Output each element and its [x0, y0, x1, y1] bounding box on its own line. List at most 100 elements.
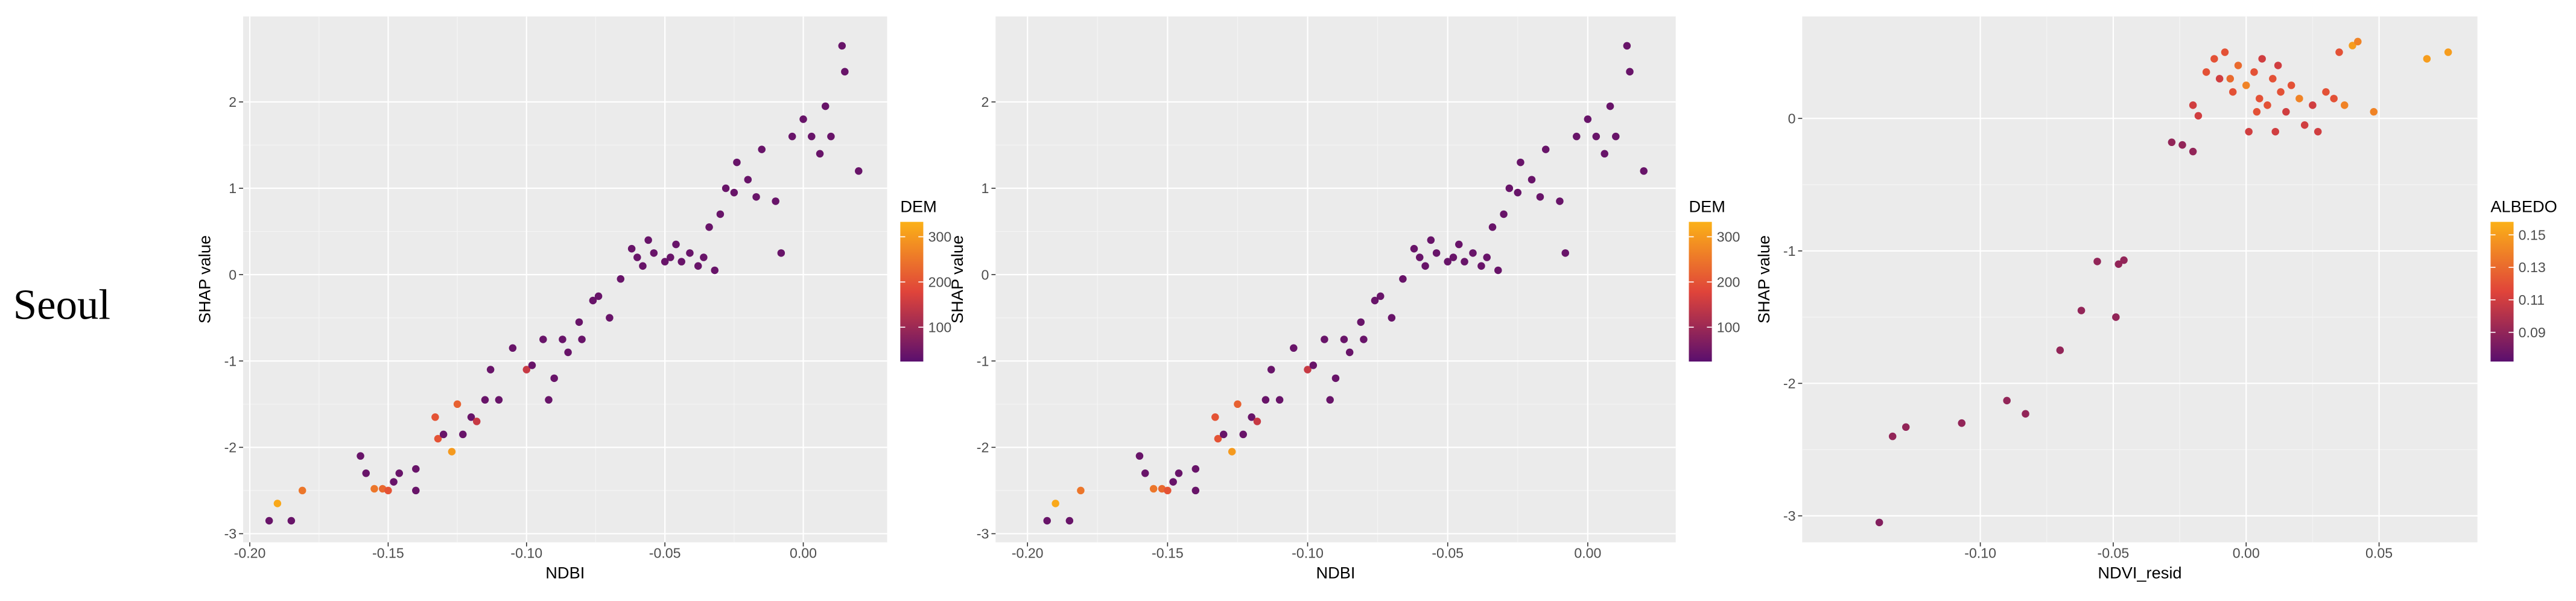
- colorbar-tick-label: 0.11: [2519, 292, 2545, 308]
- point: [1169, 478, 1177, 486]
- point: [644, 236, 652, 244]
- point: [545, 396, 553, 404]
- x-tick-label: -0.05: [1432, 545, 1464, 561]
- plot-panel: [1802, 16, 2478, 542]
- point: [2077, 307, 2086, 314]
- point: [1191, 465, 1200, 473]
- colorbar-title: DEM: [900, 197, 936, 215]
- point: [2056, 346, 2064, 354]
- point: [772, 197, 779, 205]
- point: [1561, 249, 1569, 257]
- y-tick-label: -1: [1783, 243, 1796, 259]
- x-tick-label: 0.00: [1574, 545, 1601, 561]
- point: [1573, 132, 1581, 141]
- point: [439, 430, 448, 439]
- point: [481, 396, 489, 404]
- point: [788, 132, 796, 141]
- point: [2120, 256, 2128, 264]
- point: [1043, 517, 1051, 525]
- point: [667, 253, 674, 261]
- point: [1488, 223, 1497, 231]
- point: [459, 430, 467, 439]
- point: [2210, 55, 2218, 63]
- point: [2256, 95, 2264, 103]
- point: [2341, 101, 2349, 109]
- point: [2245, 127, 2253, 136]
- point: [2215, 75, 2224, 83]
- point: [412, 486, 420, 495]
- point: [2226, 75, 2235, 83]
- y-tick-label: 1: [982, 180, 989, 196]
- point: [1377, 292, 1385, 300]
- point: [2423, 55, 2431, 63]
- point: [2277, 88, 2285, 96]
- colorbar-tick-label: 0.15: [2519, 227, 2546, 243]
- point: [733, 158, 741, 167]
- point: [2269, 75, 2277, 83]
- point: [1345, 348, 1354, 357]
- y-tick-label: 0: [982, 267, 989, 282]
- point: [722, 184, 730, 192]
- point: [370, 485, 378, 493]
- point: [2168, 138, 2176, 147]
- point: [1175, 469, 1183, 477]
- point: [1477, 262, 1485, 270]
- y-tick-label: -1: [224, 353, 237, 369]
- point: [1514, 188, 1522, 197]
- point: [1164, 486, 1172, 495]
- point: [1228, 448, 1236, 456]
- point: [1141, 469, 1149, 477]
- x-tick-label: 0.00: [790, 545, 817, 561]
- point: [1267, 366, 1275, 374]
- point: [1234, 400, 1242, 409]
- y-tick-label: -3: [224, 526, 237, 542]
- point: [1528, 176, 1536, 183]
- point: [539, 335, 547, 343]
- colorbar-tick-label: 0.13: [2519, 259, 2546, 275]
- point: [821, 102, 830, 110]
- point: [2189, 101, 2197, 109]
- y-tick-label: 0: [229, 267, 236, 282]
- point: [448, 448, 456, 456]
- point: [2178, 141, 2186, 149]
- point: [1505, 184, 1514, 192]
- point: [711, 266, 719, 275]
- point: [1541, 145, 1550, 153]
- point: [384, 486, 392, 495]
- point: [1875, 518, 1883, 527]
- point: [1191, 486, 1200, 495]
- point: [2274, 62, 2282, 69]
- point: [650, 249, 658, 257]
- point: [1500, 210, 1508, 218]
- point: [1309, 361, 1318, 369]
- point: [2253, 108, 2261, 116]
- point: [472, 418, 481, 425]
- y-axis-title: SHAP value: [948, 235, 966, 323]
- point: [273, 500, 282, 507]
- point: [2194, 112, 2203, 120]
- point: [838, 42, 846, 50]
- point: [716, 210, 725, 218]
- point: [2202, 68, 2210, 76]
- point: [1331, 374, 1340, 383]
- point: [694, 262, 702, 270]
- point: [1449, 253, 1458, 261]
- point: [589, 296, 597, 305]
- point: [1592, 132, 1600, 141]
- row-label: Seoul: [13, 281, 110, 328]
- colorbar-title: DEM: [1689, 197, 1725, 215]
- point: [1211, 413, 1219, 421]
- point: [617, 275, 625, 283]
- point: [1444, 258, 1451, 266]
- point: [1612, 132, 1620, 141]
- x-tick-label: -0.10: [1964, 545, 1996, 561]
- colorbar-tick-label: 200: [928, 274, 952, 290]
- point: [453, 400, 462, 409]
- point: [777, 249, 785, 257]
- point: [1427, 236, 1435, 244]
- point: [827, 132, 835, 141]
- point: [390, 478, 398, 486]
- y-tick-label: -1: [977, 353, 989, 369]
- point: [431, 413, 439, 421]
